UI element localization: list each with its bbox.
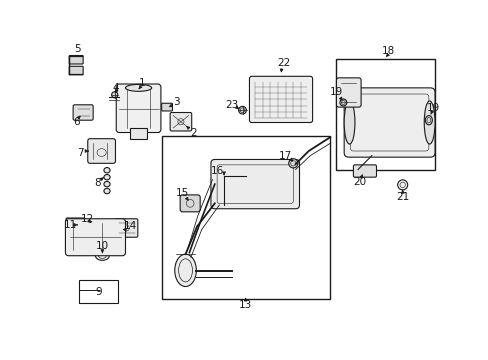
Text: 19: 19 bbox=[329, 87, 343, 98]
Ellipse shape bbox=[424, 101, 434, 144]
Text: 13: 13 bbox=[239, 300, 252, 310]
Text: 10: 10 bbox=[96, 242, 109, 252]
Text: 21: 21 bbox=[395, 192, 408, 202]
FancyBboxPatch shape bbox=[69, 55, 83, 64]
Text: 16: 16 bbox=[211, 166, 224, 176]
FancyBboxPatch shape bbox=[170, 112, 191, 131]
Text: 19: 19 bbox=[426, 103, 439, 113]
Text: 3: 3 bbox=[173, 97, 179, 107]
Ellipse shape bbox=[104, 188, 110, 194]
FancyBboxPatch shape bbox=[87, 139, 115, 163]
FancyBboxPatch shape bbox=[69, 66, 83, 75]
Text: 7: 7 bbox=[78, 148, 84, 158]
Text: 4: 4 bbox=[113, 83, 119, 93]
Ellipse shape bbox=[88, 220, 95, 227]
FancyBboxPatch shape bbox=[73, 105, 93, 120]
Text: 9: 9 bbox=[95, 287, 102, 297]
Text: 17: 17 bbox=[279, 150, 292, 161]
FancyBboxPatch shape bbox=[115, 219, 138, 237]
Ellipse shape bbox=[104, 167, 110, 173]
Text: 12: 12 bbox=[80, 214, 93, 224]
Text: 11: 11 bbox=[63, 220, 77, 230]
Text: 20: 20 bbox=[352, 177, 366, 187]
Ellipse shape bbox=[425, 116, 431, 125]
Ellipse shape bbox=[111, 92, 118, 98]
Text: 14: 14 bbox=[123, 221, 137, 231]
FancyBboxPatch shape bbox=[353, 165, 376, 177]
Text: 8: 8 bbox=[94, 178, 101, 188]
Ellipse shape bbox=[288, 159, 297, 168]
FancyBboxPatch shape bbox=[162, 103, 172, 111]
FancyBboxPatch shape bbox=[130, 128, 147, 139]
Ellipse shape bbox=[238, 106, 246, 114]
Ellipse shape bbox=[95, 251, 109, 260]
Ellipse shape bbox=[397, 180, 407, 190]
FancyBboxPatch shape bbox=[336, 78, 360, 107]
Text: 22: 22 bbox=[277, 58, 290, 68]
Text: 15: 15 bbox=[176, 188, 189, 198]
FancyBboxPatch shape bbox=[180, 195, 200, 212]
Text: 5: 5 bbox=[74, 44, 81, 54]
FancyBboxPatch shape bbox=[344, 88, 434, 157]
FancyBboxPatch shape bbox=[249, 76, 312, 122]
Text: 1: 1 bbox=[139, 78, 145, 88]
Ellipse shape bbox=[344, 101, 354, 144]
Ellipse shape bbox=[104, 181, 110, 187]
Text: 23: 23 bbox=[224, 100, 238, 110]
Text: 18: 18 bbox=[382, 46, 395, 56]
Ellipse shape bbox=[339, 99, 346, 106]
FancyBboxPatch shape bbox=[65, 219, 125, 256]
Ellipse shape bbox=[174, 254, 196, 287]
Text: 6: 6 bbox=[73, 117, 80, 127]
FancyBboxPatch shape bbox=[116, 84, 161, 132]
FancyBboxPatch shape bbox=[210, 159, 299, 209]
FancyBboxPatch shape bbox=[66, 218, 84, 230]
Ellipse shape bbox=[125, 84, 151, 91]
Ellipse shape bbox=[104, 175, 110, 180]
Text: 2: 2 bbox=[189, 127, 196, 138]
